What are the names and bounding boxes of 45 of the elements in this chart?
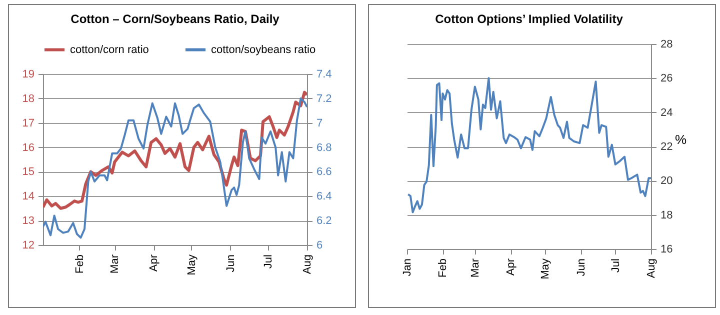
y2-tick-label: 16 <box>660 244 673 256</box>
y-tick-label: 18 <box>22 92 34 105</box>
y2-tick-label: 20 <box>660 175 673 188</box>
y-tick-label: 16 <box>22 142 34 154</box>
x-tick-label: Jul <box>262 254 275 269</box>
y2-tick-label: 6.2 <box>316 215 332 228</box>
y2-tick-label: 7.2 <box>316 92 332 105</box>
y-tick-label: 19 <box>22 68 34 80</box>
y2-tick-label: 28 <box>660 38 673 50</box>
x-tick-label: May <box>540 258 552 280</box>
x-tick-label: May <box>186 254 198 276</box>
chart-title: Cotton Options’ Implied Volatility <box>435 12 624 26</box>
y2-tick-label: 7 <box>316 117 323 130</box>
y2-tick-label: 26 <box>660 72 673 85</box>
y2-tick-label: 24 <box>660 106 673 119</box>
line-series <box>43 97 307 239</box>
x-tick-label: Feb <box>74 254 86 274</box>
y2-axis-title: % <box>674 132 687 147</box>
x-tick-label: Feb <box>437 258 450 278</box>
y-tick-label: 17 <box>22 117 34 130</box>
y2-tick-label: 6.6 <box>316 166 332 178</box>
y2-tick-label: 22 <box>660 141 673 153</box>
x-tick-label: Mar <box>469 258 482 278</box>
y2-tick-label: 18 <box>660 209 673 222</box>
y-tick-label: 12 <box>22 240 34 252</box>
line-series <box>407 77 651 214</box>
x-tick-label: Jun <box>224 254 237 272</box>
chart-title: Cotton – Corn/Soybeans Ratio, Daily <box>70 12 280 26</box>
legend-label: cotton/soybeans ratio <box>211 44 316 56</box>
y-tick-label: 14 <box>22 190 34 203</box>
x-tick-label: Jun <box>575 258 588 276</box>
x-tick-label: Apr <box>148 254 160 272</box>
y2-tick-label: 6 <box>316 240 323 252</box>
x-tick-label: Aug <box>646 258 658 278</box>
x-tick-label: Jul <box>610 258 622 273</box>
legend-label: cotton/corn ratio <box>70 44 149 56</box>
x-tick-label: Apr <box>505 258 518 276</box>
x-tick-label: Aug <box>302 254 314 274</box>
y-tick-label: 13 <box>22 215 34 228</box>
y2-tick-label: 6.8 <box>316 142 332 154</box>
y2-tick-label: 6.4 <box>316 190 332 203</box>
x-tick-label: Mar <box>109 254 122 274</box>
y2-tick-label: 7.4 <box>316 68 332 80</box>
x-tick-label: Jan <box>402 258 414 276</box>
y-tick-label: 15 <box>22 166 34 178</box>
